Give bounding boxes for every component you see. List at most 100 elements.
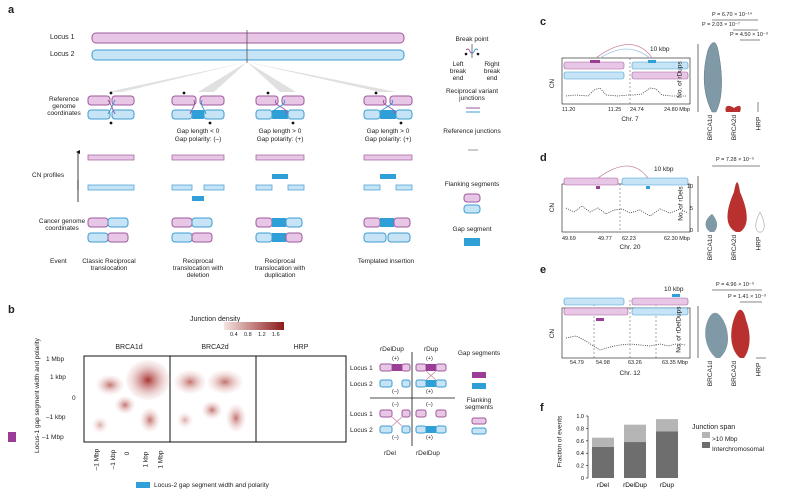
- legend-breakpoint: [464, 44, 480, 58]
- sign-7: (–): [392, 435, 399, 441]
- density-tick-2: 0.8: [244, 332, 252, 338]
- event-2: Reciprocal translocation with deletion: [172, 258, 224, 280]
- b-ytick-5: –1 Mbp: [42, 434, 64, 441]
- locus1-bar: [91, 32, 405, 44]
- violin-d-brca2d: [727, 182, 747, 232]
- b-locus2-bottom: Locus 2: [350, 427, 373, 434]
- d-chr: Chr. 20: [619, 244, 641, 251]
- violin-e-brca1d: [705, 312, 728, 358]
- gap3-line2: Gap polarity: (+): [364, 136, 412, 143]
- ref-col-4: [363, 91, 413, 125]
- locus2-label: Locus 2: [50, 51, 75, 58]
- f-ytick-label: 0.4: [576, 451, 584, 457]
- d-tick-3: 62.23: [622, 236, 636, 242]
- e-scale: 10 kbp: [664, 286, 684, 293]
- f-ytick-label: 0.8: [576, 426, 584, 432]
- f-ytick-label: 0: [581, 476, 584, 482]
- e-tick-4: 63.35 Mbp: [662, 360, 688, 366]
- locus1-label: Locus 1: [50, 34, 75, 41]
- e-pval-2: P = 1.41 × 10⁻³: [728, 294, 766, 300]
- rdeldup-top: [379, 363, 411, 388]
- density-title: Junction density: [190, 316, 241, 323]
- b-ytick-2: 1 kbp: [50, 374, 66, 381]
- f-bar-rDelDup-0: [624, 442, 646, 478]
- d-pval-1: P = 7.28 × 10⁻⁵: [716, 157, 755, 163]
- sign-5: (–): [392, 402, 399, 408]
- cancer-col-3: [255, 217, 303, 243]
- c-tick-3: 24.74: [630, 107, 644, 113]
- cn-row-blue: [87, 174, 413, 201]
- sign-6: (–): [426, 402, 433, 408]
- f-legend-title: Junction span: [692, 424, 736, 431]
- f-ytick-label: 1.0: [576, 414, 584, 420]
- e-tick-3: 63.26: [628, 360, 642, 366]
- class-rdup: rDup: [424, 346, 439, 353]
- b-locus1-bottom: Locus 1: [350, 411, 373, 418]
- c-tick-1: 11.20: [562, 107, 576, 113]
- e-tick-2: 54.98: [596, 360, 610, 366]
- b-locus2-top: Locus 2: [350, 381, 373, 388]
- reciprocal-junctions-label: Reciprocal variant junctions: [445, 88, 499, 103]
- d-vtick-2: 5: [690, 206, 694, 212]
- sign-4: (+): [426, 389, 433, 395]
- cn-row-pink: [87, 154, 413, 161]
- row-reference-label: Reference genome coordinates: [47, 96, 81, 118]
- cn-d-points: [565, 205, 689, 217]
- violin-d-hrp: [755, 211, 765, 233]
- c-pval-1: P = 6.70 × 10⁻¹⁴: [712, 12, 753, 18]
- density-tick-3: 1.2: [258, 332, 266, 338]
- sign-2: (+): [426, 356, 433, 362]
- f-legend-2: Interchromosomal: [712, 446, 765, 453]
- f-bar-rDup-0: [656, 431, 678, 478]
- group-hrp: HRP: [293, 344, 309, 351]
- ref-col-3: [255, 91, 305, 125]
- c-tick-2: 11.25: [608, 107, 622, 113]
- panel-e-letter: e: [540, 264, 547, 276]
- f-bar-rDel-0: [592, 447, 614, 478]
- c-pval-2: P = 2.03 × 10⁻⁷: [702, 22, 740, 28]
- b-gap-segments-label: Gap segments: [457, 350, 501, 357]
- gap3-line1: Gap length > 0: [366, 128, 410, 135]
- event-4: Templated insertion: [357, 258, 415, 265]
- b-locus1-top: Locus 1: [350, 365, 373, 372]
- f-ytick-label: 0.6: [576, 439, 584, 445]
- d-tick-4: 62.30 Mbp: [664, 236, 690, 242]
- rdeldup-bottom: [415, 409, 447, 434]
- cancer-col-2: [171, 217, 213, 243]
- b-ytick-3: 0: [72, 395, 76, 402]
- c-chr: Chr. 7: [621, 116, 639, 123]
- row-cn-label: CN profiles: [32, 172, 65, 179]
- e-pval-1: P = 4.96 × 10⁻³: [716, 282, 754, 288]
- cancer-col-4: [363, 217, 411, 243]
- d-tick-1: 49.69: [562, 236, 576, 242]
- panel-d-letter: d: [540, 152, 547, 164]
- panel-f-letter: f: [540, 402, 544, 414]
- class-rdeldup-bottom: rDelDup: [416, 450, 440, 457]
- c-tick-4: 24.80 Mbp: [664, 107, 690, 113]
- e-chr: Chr. 12: [619, 370, 641, 377]
- f-ytick-label: 0.2: [576, 464, 584, 470]
- panel-c-letter: c: [540, 16, 547, 28]
- sign-1: (+): [392, 356, 399, 362]
- density-tick-4: 1.6: [272, 332, 280, 338]
- density-colorbar: [224, 322, 284, 330]
- violin-e-brca2d: [731, 309, 750, 358]
- b-flanking-label: Flanking segments: [464, 397, 494, 412]
- f-bar-rDup-1: [656, 419, 678, 432]
- b-ytick-4: –1 kbp: [46, 414, 66, 421]
- rdup-top: [415, 363, 447, 388]
- sign-8: (+): [426, 435, 433, 441]
- violin-c-brca2d: [725, 105, 741, 112]
- group-brca1d: BRCA1d: [115, 344, 143, 351]
- panel-b-letter: b: [8, 304, 15, 316]
- f-xtick-label: rDup: [660, 482, 674, 489]
- row-event-label: Event: [50, 258, 67, 265]
- class-rdel: rDel: [384, 450, 396, 457]
- gap2-line1: Gap length > 0: [258, 128, 302, 135]
- cancer-col-1: [87, 217, 129, 243]
